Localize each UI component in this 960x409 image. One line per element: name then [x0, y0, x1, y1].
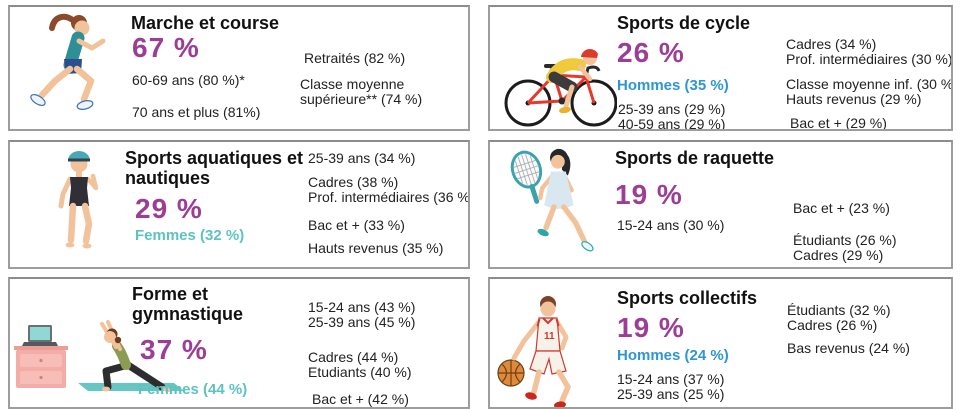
gender-highlight: Hommes (24 %): [617, 347, 729, 364]
stat-line: Etudiants (40 %): [308, 364, 412, 380]
percent-value: 19 %: [615, 179, 683, 210]
stat-line: Étudiants (32 %): [787, 302, 891, 318]
stat-line: Classe moyenne inf. (30 %): [786, 76, 953, 92]
stat-line: Classe moyenne supérieure** (74 %): [300, 76, 423, 107]
stat-line: Bas revenus (24 %): [787, 340, 910, 356]
gender-highlight: Hommes (35 %): [617, 77, 729, 94]
panel-marche-et-course: Marche et course 67 % 60-69 ans (80 %)* …: [8, 5, 470, 131]
swimmer-icon: [46, 144, 110, 262]
stat-line: Bac et + (42 %): [312, 391, 409, 407]
stat-line: 15-24 ans (30 %): [617, 217, 725, 233]
stat-line: 25-39 ans (25 %): [617, 386, 725, 402]
stat-line: Cadres (34 %): [786, 36, 877, 52]
stat-line: 15-24 ans (37 %): [617, 371, 725, 387]
stat-line: Hauts revenus (29 %): [786, 91, 922, 107]
gender-highlight: Femmes (32 %): [135, 227, 245, 244]
panel-sports-de-raquette: Sports de raquette 19 % 15-24 ans (30 %)…: [488, 140, 953, 269]
percent-value: 29 %: [135, 193, 203, 224]
stat-line: Bac et + (29 %): [790, 115, 887, 131]
tennis-player-icon: [502, 144, 602, 264]
stat-line: 15-24 ans (43 %): [308, 299, 416, 315]
stat-line: Hauts revenus (35 %): [308, 240, 444, 256]
stat-line: Bac et + (33 %): [308, 217, 405, 233]
stat-line: 25-39 ans (29 %): [618, 101, 726, 117]
svg-text:11: 11: [544, 331, 555, 342]
panel-sports-de-cycle: Sports de cycle 26 % Hommes (35 %) 25-39…: [488, 5, 953, 131]
stat-line: 40-59 ans (29 %): [618, 116, 726, 131]
basketball-player-icon: 11: [496, 291, 601, 407]
panel-title: Sports de cycle: [617, 13, 751, 33]
stat-line: Étudiants (26 %): [793, 232, 897, 248]
stat-line: Bac et + (23 %): [793, 200, 890, 216]
panel-title: Sports de raquette: [615, 148, 775, 168]
yoga-icon: [12, 309, 192, 394]
stat-line: Cadres (38 %): [308, 174, 399, 190]
runner-icon: [24, 11, 112, 123]
panel-sports-aquatiques: Sports aquatiques et nautiques 29 % Femm…: [8, 140, 470, 269]
panel-title: Sports collectifs: [617, 288, 758, 308]
percent-value: 19 %: [617, 312, 685, 343]
stat-line: Cadres (29 %): [793, 247, 884, 263]
stat-line: 25-39 ans (34 %): [308, 150, 416, 166]
panel-sports-collectifs: 11 Sports collectifs 19 % Hommes (24 %) …: [488, 277, 953, 409]
panel-forme-et-gymnastique: Forme et gymnastique 37 % Femmes (44 %) …: [8, 277, 470, 409]
panel-title: Forme et gymnastique: [132, 284, 244, 324]
stat-line: Prof. intermédiaires (30 %): [786, 51, 953, 67]
percent-value: 67 %: [132, 32, 200, 63]
percent-value: 26 %: [617, 37, 685, 68]
stat-line: 70 ans et plus (81%): [132, 104, 261, 120]
stat-line: 25-39 ans (45 %): [308, 314, 416, 330]
panel-title: Marche et course: [131, 13, 280, 33]
stat-line: Cadres (44 %): [308, 349, 399, 365]
stat-line: 60-69 ans (80 %)*: [132, 72, 245, 88]
stat-line: Retraités (82 %): [304, 50, 406, 66]
stat-line: Cadres (26 %): [787, 317, 878, 333]
stat-line: Prof. intermédiaires (36 %): [308, 189, 470, 205]
percent-value: 37 %: [140, 334, 208, 365]
gender-highlight: Femmes (44 %): [138, 381, 248, 398]
cyclist-icon: [502, 31, 617, 127]
panel-title: Sports aquatiques et nautiques: [125, 148, 304, 188]
